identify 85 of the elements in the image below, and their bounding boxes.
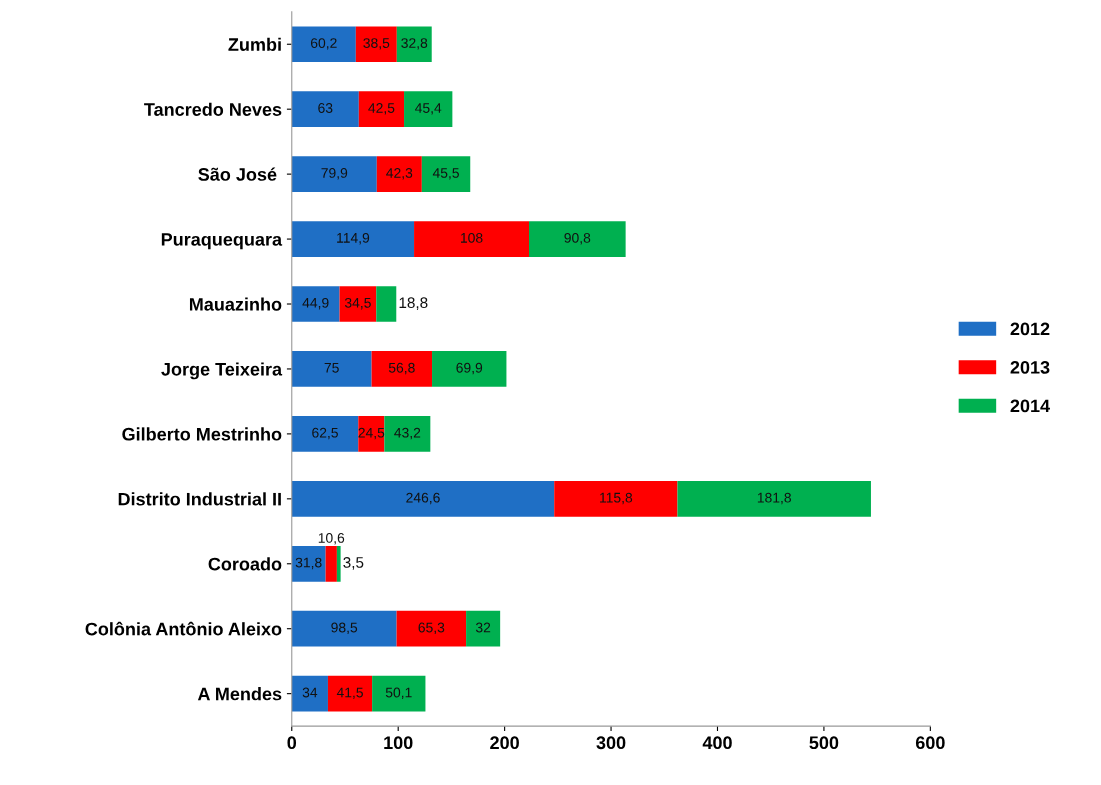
- y-tick-label: Puraquequara: [161, 233, 283, 250]
- y-tick-label: Gilberto Mestrinho: [122, 427, 282, 441]
- bar: [677, 480, 871, 517]
- data-label: 38,5: [363, 38, 390, 50]
- data-label: 115,8: [600, 492, 633, 505]
- bar: [376, 286, 397, 322]
- data-label: 31,8: [295, 557, 322, 570]
- x-tick-label: 500: [809, 736, 839, 750]
- bar: [336, 545, 341, 582]
- bar: [325, 545, 337, 582]
- bar: [291, 545, 326, 582]
- bar: [339, 286, 377, 322]
- data-label: 32: [475, 622, 491, 633]
- data-label: 79,9: [321, 168, 348, 180]
- y-tick-label: Tancredo Neves: [144, 102, 282, 116]
- legend-label: 2014: [1010, 399, 1050, 413]
- data-label: 3,5: [343, 557, 364, 570]
- y-tick-label: A Mendes: [197, 687, 282, 701]
- bar: [291, 675, 328, 712]
- bar: [291, 26, 356, 63]
- bar: [466, 610, 501, 647]
- bar: [291, 480, 555, 517]
- data-label: 90,8: [564, 232, 591, 245]
- data-label: 56,8: [388, 362, 415, 375]
- bar: [529, 221, 626, 257]
- bar: [414, 221, 529, 257]
- data-label: 34,5: [344, 297, 371, 310]
- data-label: 45,4: [415, 103, 442, 115]
- data-label: 108: [461, 232, 483, 243]
- x-tick-label: 600: [915, 736, 945, 750]
- legend-label: 2012: [1010, 322, 1050, 336]
- bar: [432, 351, 507, 387]
- data-label: 42,3: [386, 168, 413, 180]
- data-label: 18,8: [399, 297, 428, 310]
- bar: [554, 480, 678, 517]
- bar: [291, 91, 359, 128]
- bar: [372, 675, 426, 712]
- data-label: 43,2: [394, 427, 421, 440]
- bar: [355, 26, 397, 63]
- bar: [291, 286, 340, 322]
- bar: [421, 156, 471, 192]
- bar: [291, 610, 397, 647]
- data-label: 114,9: [337, 232, 370, 245]
- data-label: 63: [318, 103, 333, 113]
- data-label: 10,6: [318, 533, 345, 545]
- y-tick-label: Colônia Antônio Aleixo: [85, 621, 282, 636]
- bar: [291, 156, 377, 192]
- data-label: 44,9: [302, 297, 329, 310]
- data-label: 45,5: [432, 168, 459, 180]
- y-tick-label: Zumbi: [228, 37, 281, 51]
- data-label: 41,5: [336, 687, 363, 700]
- bar: [291, 416, 359, 452]
- data-label: 50,1: [385, 687, 412, 700]
- x-tick-label: 300: [596, 736, 626, 750]
- bar: [358, 91, 405, 128]
- data-label: 75: [324, 362, 339, 373]
- bar: [396, 610, 467, 647]
- data-label: 34: [302, 687, 318, 698]
- bar: [327, 675, 373, 712]
- data-label: 60,2: [310, 38, 337, 50]
- data-label: 181,8: [757, 492, 791, 505]
- data-label: 62,5: [312, 427, 338, 440]
- bar: [384, 416, 431, 452]
- data-label: 246,6: [406, 492, 440, 505]
- legend-label: 2013: [1010, 361, 1050, 374]
- data-label: 32,8: [401, 38, 428, 50]
- data-label: 42,5: [368, 103, 395, 115]
- y-tick-label: São José: [198, 167, 277, 181]
- x-tick-label: 200: [490, 736, 519, 750]
- data-label: 69,9: [456, 362, 483, 375]
- bar: [291, 351, 372, 387]
- y-tick-label: Distrito Industrial II: [118, 492, 281, 506]
- bar: [404, 91, 453, 128]
- data-label: 98,5: [331, 622, 358, 635]
- x-tick-label: 400: [702, 736, 732, 750]
- bar: [376, 156, 422, 192]
- data-label: 65,3: [418, 622, 445, 635]
- x-tick-label: 100: [384, 736, 413, 750]
- bar: [371, 351, 433, 387]
- y-tick-label: Mauazinho: [189, 297, 282, 311]
- y-tick-label: Jorge Teixeira: [161, 362, 283, 380]
- bar: [291, 221, 415, 257]
- x-tick-label: 0: [287, 736, 297, 750]
- bar: [396, 26, 432, 63]
- y-tick-label: Coroado: [208, 557, 282, 571]
